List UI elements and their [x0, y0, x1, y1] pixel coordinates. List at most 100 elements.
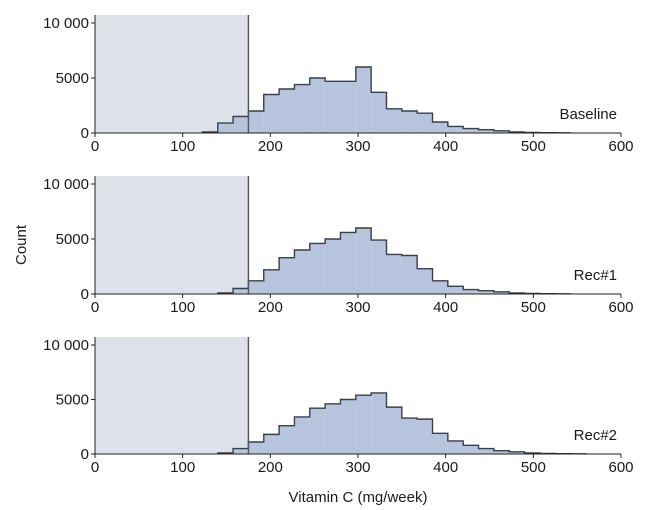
histogram-bar — [340, 232, 356, 294]
histogram-bar — [248, 442, 264, 454]
histogram-bar — [478, 448, 494, 454]
x-tick-label: 0 — [91, 459, 99, 476]
histogram-bar — [509, 451, 525, 454]
x-tick-label: 0 — [91, 299, 99, 316]
histogram-bar — [493, 130, 510, 133]
histogram-bar — [309, 408, 326, 454]
x-tick-label: 100 — [170, 299, 195, 316]
histogram-bar — [294, 84, 310, 133]
x-tick-label: 0 — [91, 138, 99, 155]
histogram-bar — [340, 399, 356, 454]
x-tick-label: 500 — [521, 299, 546, 316]
panel-label: Rec#1 — [574, 267, 617, 284]
histogram-bar — [447, 286, 464, 294]
histogram-bar — [309, 78, 326, 133]
histogram-bar — [248, 280, 264, 294]
histogram-bar — [417, 268, 433, 294]
histogram-bar — [294, 416, 310, 454]
histogram-bar — [263, 94, 280, 133]
histogram-bar — [432, 280, 448, 294]
x-tick-label: 600 — [608, 459, 633, 476]
x-tick-label: 200 — [258, 459, 283, 476]
histogram-bar — [447, 126, 464, 133]
histogram-bar — [463, 445, 479, 454]
histogram-bar — [371, 92, 387, 133]
x-tick-label: 600 — [608, 138, 633, 155]
panel-label: Rec#2 — [574, 427, 617, 444]
histogram-bars — [202, 67, 571, 133]
histogram-bar — [463, 128, 479, 133]
histogram-bar — [355, 67, 372, 133]
y-tick-label: 0 — [81, 125, 89, 142]
y-tick-label: 10 000 — [43, 337, 89, 354]
histogram-bar — [340, 81, 356, 133]
shaded-region — [95, 337, 249, 454]
histogram-bar — [432, 122, 448, 133]
x-tick-label: 200 — [258, 299, 283, 316]
histogram-bar — [478, 290, 494, 294]
y-tick-label: 5000 — [56, 231, 89, 248]
histogram-bar — [279, 425, 295, 454]
x-tick-label: 500 — [521, 138, 546, 155]
histogram-bar — [325, 81, 341, 133]
panel-3: 0 5000 10 000 0 100 200 300 400 500 600 Rec#2 — [43, 337, 634, 476]
x-tick-label: 300 — [345, 138, 370, 155]
y-tick-label: 5000 — [56, 70, 89, 87]
x-tick-label: 200 — [258, 138, 283, 155]
histogram-bar — [447, 440, 464, 454]
y-tick-label: 10 000 — [43, 15, 89, 32]
x-axis-title: Vitamin C (mg/week) — [289, 489, 428, 506]
x-tick-label: 400 — [433, 299, 458, 316]
histogram-bars — [217, 392, 586, 454]
histogram-outline — [217, 392, 587, 455]
shaded-region — [95, 176, 249, 294]
histogram-bar — [279, 89, 295, 133]
histogram-outline — [201, 66, 572, 134]
histogram-bar — [233, 288, 249, 294]
histogram-bar — [355, 228, 372, 294]
histogram-bar — [493, 291, 510, 294]
x-tick-label: 300 — [345, 299, 370, 316]
panel-1: 0 5000 10 000 0 100 200 300 400 500 600 Baseline — [43, 15, 634, 155]
histogram-bar — [401, 255, 418, 294]
panel-2: 0 5000 10 000 0 100 200 300 400 500 600 Rec#1 — [43, 176, 634, 316]
histogram-bar — [386, 407, 402, 454]
histogram-outline — [217, 227, 572, 295]
x-tick-label: 100 — [170, 138, 195, 155]
histogram-bar — [309, 243, 326, 294]
histogram-bar — [386, 254, 402, 294]
histogram-bar — [217, 123, 234, 133]
histogram-bar — [263, 434, 280, 454]
y-tick-label: 5000 — [56, 392, 89, 409]
x-tick-label: 400 — [433, 138, 458, 155]
histogram-bar — [432, 433, 448, 454]
y-tick-label: 0 — [81, 446, 89, 463]
x-tick-label: 400 — [433, 459, 458, 476]
histogram-bar — [263, 269, 280, 294]
histogram-bar — [417, 113, 433, 133]
histogram-bars — [217, 228, 571, 294]
x-tick-label: 600 — [608, 299, 633, 316]
histogram-bar — [478, 129, 494, 133]
y-tick-label: 10 000 — [43, 176, 89, 193]
histogram-bar — [233, 448, 249, 454]
histogram-bar — [248, 111, 264, 133]
histogram-bar — [279, 257, 295, 294]
histogram-bar — [325, 403, 341, 454]
y-axis-title: Count — [13, 224, 30, 265]
histogram-bar — [371, 240, 387, 294]
histogram-bar — [417, 419, 433, 454]
histogram-bar — [233, 116, 249, 133]
histogram-bar — [325, 239, 341, 294]
histogram-bar — [493, 450, 510, 454]
x-tick-label: 300 — [345, 459, 370, 476]
x-tick-label: 100 — [170, 459, 195, 476]
histogram-bar — [294, 250, 310, 294]
histogram-bar — [401, 418, 418, 454]
histogram-bar — [371, 392, 387, 454]
y-tick-label: 0 — [81, 286, 89, 303]
x-tick-label: 500 — [521, 459, 546, 476]
histogram-bar — [355, 395, 372, 454]
